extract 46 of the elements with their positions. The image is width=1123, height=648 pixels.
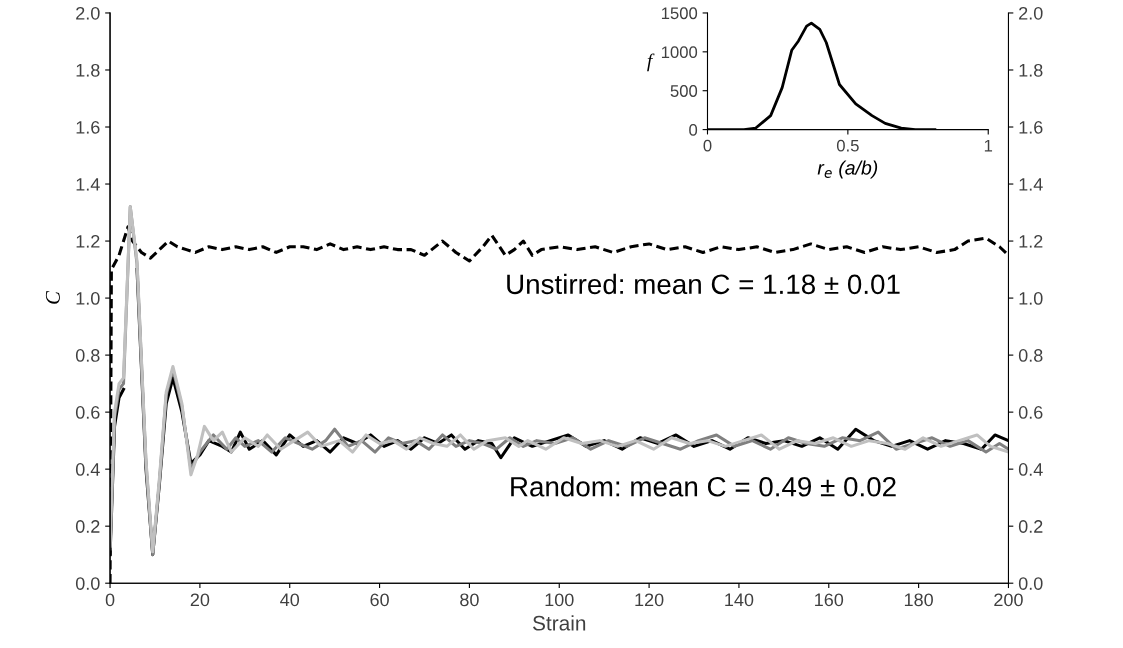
y2-tick-label: 0.4 <box>1018 463 1043 476</box>
y-axis-title: C <box>45 290 60 304</box>
y2-tick-label: 1.6 <box>1019 120 1043 134</box>
y-tick-label: 1500 <box>661 7 698 20</box>
y2-tick-label: 1.4 <box>1019 178 1043 191</box>
x-axis-title: r$_{e}$ (a/b) <box>817 160 878 179</box>
annotation: Random: mean C = 0.49 ± 0.02 <box>511 476 896 497</box>
x-tick-label: 120 <box>635 593 664 607</box>
y-axis-title: f <box>647 53 655 72</box>
y-tick-label: 2.0 <box>76 6 100 20</box>
x-tick-label: 80 <box>460 593 479 607</box>
y2-tick-label: 0.2 <box>1018 520 1043 533</box>
y2-tick-label: 0.0 <box>1018 577 1043 590</box>
y-tick-label: 0.0 <box>75 577 100 590</box>
y-tick-label: 0.4 <box>75 463 100 476</box>
x-tick-label: 160 <box>815 593 844 607</box>
x-tick-label: 100 <box>545 593 574 607</box>
y2-tick-label: 0.8 <box>1018 349 1043 362</box>
y-tick-label: 0 <box>689 124 698 136</box>
y-tick-label: 1.4 <box>76 178 100 191</box>
y-tick-label: 1.8 <box>76 63 100 77</box>
y-tick-label: 0.6 <box>75 406 100 419</box>
y2-tick-label: 1.2 <box>1019 234 1043 248</box>
y-tick-label: 1000 <box>661 46 698 59</box>
y2-tick-label: 2.0 <box>1019 6 1043 20</box>
x-tick-label: 0.5 <box>836 139 859 152</box>
x-axis-title: Strain <box>532 615 586 631</box>
x-tick-label: 200 <box>994 593 1023 607</box>
y-tick-label: 1.6 <box>76 120 100 134</box>
x-tick-label: 20 <box>190 593 210 607</box>
x-tick-label: 180 <box>904 593 933 607</box>
x-tick-label: 1 <box>984 139 993 152</box>
y-tick-label: 500 <box>670 85 698 97</box>
y-tick-label: 1.0 <box>76 292 100 305</box>
y-tick-label: 0.2 <box>75 520 100 533</box>
y2-tick-label: 0.6 <box>1018 406 1043 419</box>
x-tick-label: 0 <box>703 139 712 152</box>
y2-tick-label: 1.8 <box>1019 63 1043 77</box>
x-tick-label: 0 <box>105 593 115 607</box>
y-tick-label: 0.8 <box>75 349 100 362</box>
x-tick-label: 60 <box>370 593 389 607</box>
y-tick-label: 1.2 <box>76 234 100 248</box>
x-tick-label: 140 <box>725 593 754 607</box>
x-tick-label: 40 <box>280 593 300 607</box>
annotation: Unstirred: mean C = 1.18 ± 0.01 <box>507 273 900 295</box>
y2-tick-label: 1.0 <box>1019 292 1043 305</box>
